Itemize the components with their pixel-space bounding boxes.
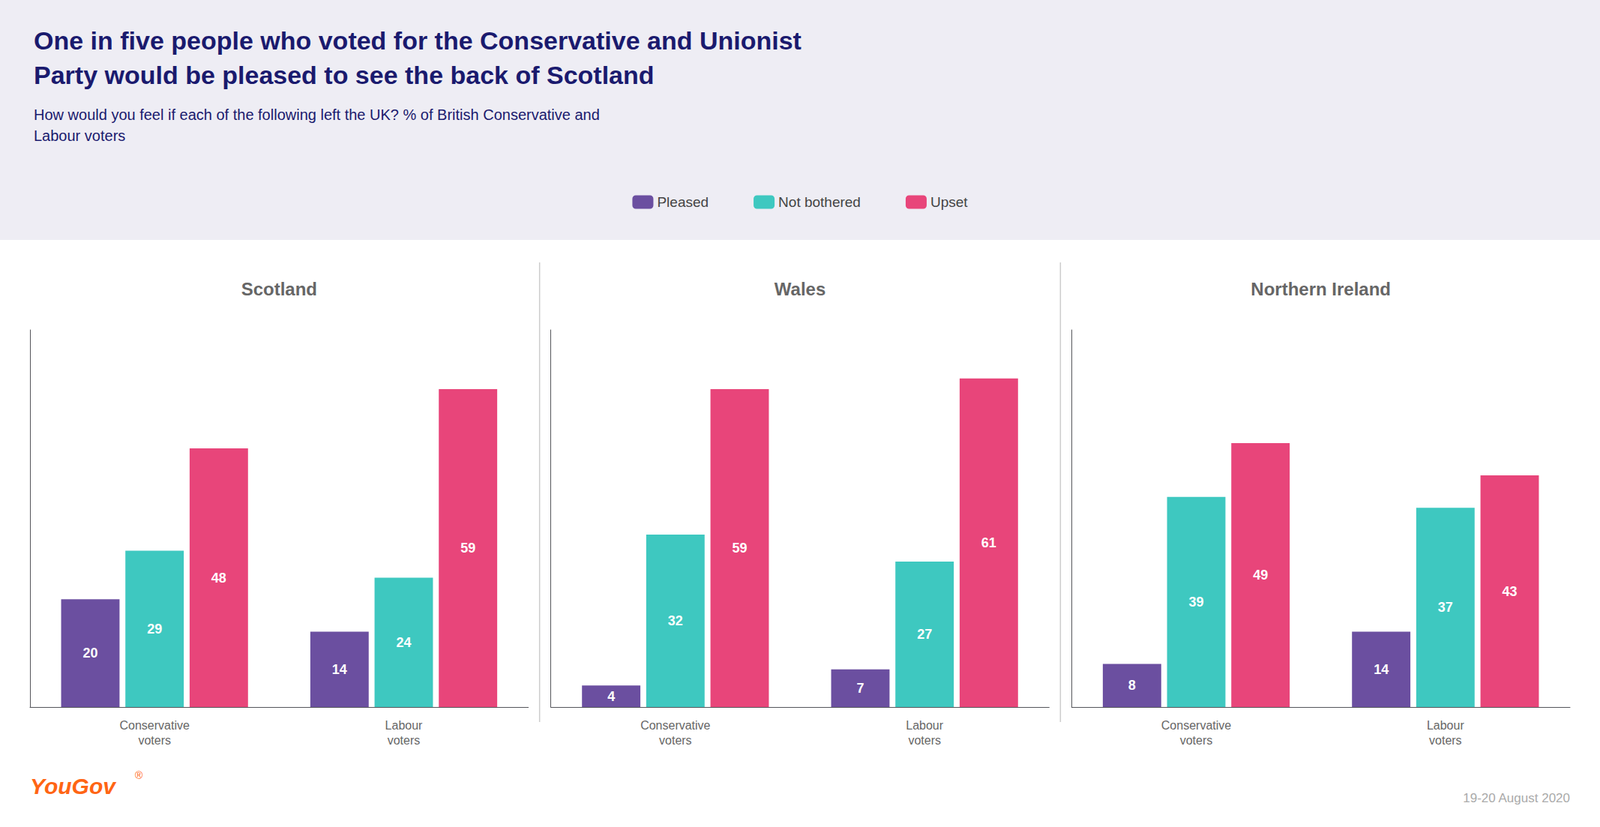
svg-text:voters: voters xyxy=(1180,734,1214,747)
svg-text:How would you feel if each of: How would you feel if each of the follow… xyxy=(33,106,600,123)
svg-text:48: 48 xyxy=(211,570,227,586)
svg-text:8: 8 xyxy=(1128,677,1136,693)
svg-text:7: 7 xyxy=(856,680,864,696)
svg-text:59: 59 xyxy=(731,540,747,556)
svg-text:voters: voters xyxy=(659,734,693,747)
svg-text:voters: voters xyxy=(907,734,941,747)
svg-text:24: 24 xyxy=(395,635,411,651)
svg-text:39: 39 xyxy=(1188,594,1204,610)
svg-text:27: 27 xyxy=(916,626,932,642)
svg-text:Conservative: Conservative xyxy=(640,719,711,732)
svg-text:4: 4 xyxy=(607,689,615,705)
svg-text:One in five people who voted f: One in five people who voted for the Con… xyxy=(33,26,802,55)
svg-text:Wales: Wales xyxy=(774,278,826,300)
svg-text:19-20 August 2020: 19-20 August 2020 xyxy=(1462,791,1571,806)
svg-text:Labour: Labour xyxy=(905,719,944,732)
svg-text:Party would be pleased to see: Party would be pleased to see the back o… xyxy=(33,60,655,90)
svg-text:29: 29 xyxy=(146,621,162,637)
svg-text:37: 37 xyxy=(1438,599,1454,615)
svg-text:32: 32 xyxy=(668,613,684,629)
svg-text:43: 43 xyxy=(1501,584,1517,600)
svg-text:Pleased: Pleased xyxy=(656,194,709,210)
svg-text:Upset: Upset xyxy=(930,194,968,210)
svg-text:voters: voters xyxy=(387,734,421,747)
svg-text:49: 49 xyxy=(1252,567,1268,583)
svg-text:61: 61 xyxy=(981,535,997,551)
svg-text:14: 14 xyxy=(1373,662,1389,678)
svg-text:59: 59 xyxy=(460,540,476,556)
svg-text:Northern Ireland: Northern Ireland xyxy=(1250,278,1391,300)
svg-text:Labour: Labour xyxy=(385,719,423,732)
svg-text:14: 14 xyxy=(332,662,348,678)
svg-text:Not bothered: Not bothered xyxy=(778,194,861,210)
svg-text:20: 20 xyxy=(82,645,98,661)
svg-text:Conservative: Conservative xyxy=(1161,719,1232,732)
svg-text:voters: voters xyxy=(1429,734,1463,747)
svg-text:Conservative: Conservative xyxy=(119,719,189,732)
svg-text:voters: voters xyxy=(137,734,171,747)
svg-text:Labour voters: Labour voters xyxy=(33,127,126,144)
svg-text:®: ® xyxy=(134,769,144,782)
svg-text:YouGov: YouGov xyxy=(29,773,117,799)
svg-text:Labour: Labour xyxy=(1426,719,1465,732)
svg-text:Scotland: Scotland xyxy=(241,278,318,300)
